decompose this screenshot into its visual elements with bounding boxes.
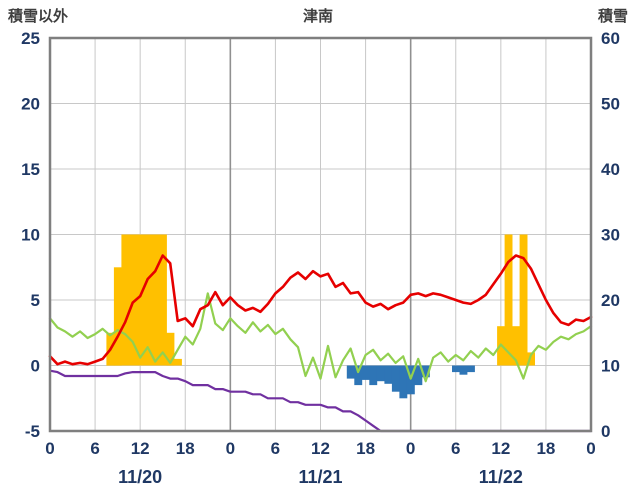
- hour-axis-tick: 18: [536, 439, 555, 458]
- left-axis-tick: 10: [21, 226, 40, 245]
- hour-axis-tick: 12: [311, 439, 330, 458]
- date-label: 11/20: [118, 467, 162, 487]
- hour-axis-tick: 6: [271, 439, 280, 458]
- hour-axis-tick: 12: [131, 439, 150, 458]
- left-axis-tick: 20: [21, 95, 40, 114]
- right-axis-tick: 60: [601, 29, 620, 48]
- date-label: 11/22: [479, 467, 523, 487]
- left-axis-tick: 0: [31, 357, 40, 376]
- right-axis-tick: 40: [601, 160, 620, 179]
- right-axis-tick: 20: [601, 291, 620, 310]
- date-label: 11/21: [298, 467, 342, 487]
- left-axis-tick: 15: [21, 160, 40, 179]
- hour-axis-tick: 12: [491, 439, 510, 458]
- right-axis-tick: 30: [601, 226, 620, 245]
- chart-title: 津南: [303, 7, 333, 25]
- hour-axis-tick: 0: [406, 439, 415, 458]
- hour-axis-tick: 6: [451, 439, 460, 458]
- left-axis-tick: 5: [31, 291, 40, 310]
- blue-bars-series: [346, 365, 475, 399]
- green-line-series: [48, 292, 593, 383]
- hour-axis-tick: 0: [226, 439, 235, 458]
- plot-frame: [48, 36, 593, 433]
- hour-axis-tick: 18: [176, 439, 195, 458]
- hour-axis-tick: 0: [586, 439, 595, 458]
- left-axis-tick: 25: [21, 29, 40, 48]
- right-axis-title: 積雪: [597, 7, 628, 25]
- right-axis-tick: 0: [601, 422, 610, 441]
- left-axis-title: 積雪以外: [7, 7, 68, 25]
- hour-axis-tick: 18: [356, 439, 375, 458]
- left-axis-tick: -5: [25, 422, 40, 441]
- right-axis-tick: 10: [601, 357, 620, 376]
- hour-axis-tick: 6: [90, 439, 99, 458]
- right-axis-tick: 50: [601, 95, 620, 114]
- hour-axis-tick: 0: [45, 439, 54, 458]
- red-line-series: [48, 254, 593, 366]
